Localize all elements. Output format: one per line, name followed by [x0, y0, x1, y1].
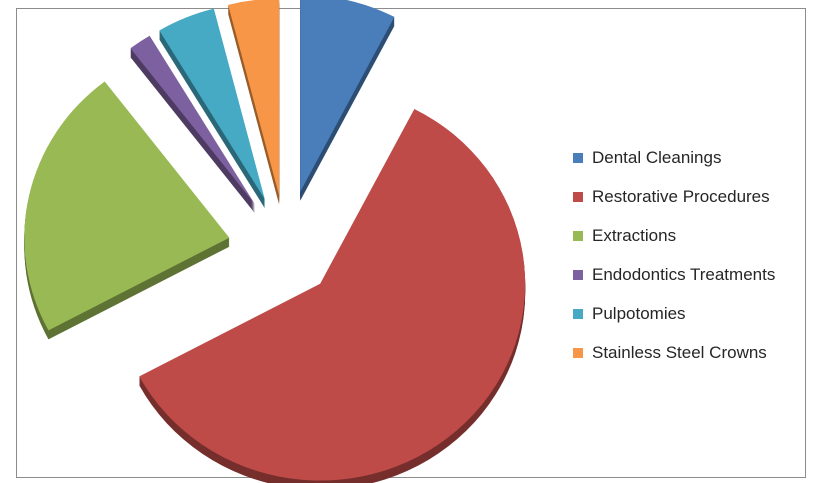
- legend-swatch: [573, 269, 583, 280]
- pie-slice-restorative-procedures: [139, 108, 526, 481]
- legend-label: Stainless Steel Crowns: [592, 342, 767, 362]
- legend-item-restorative-procedures: Restorative Procedures: [573, 177, 775, 216]
- pie-slice-endodontics-treatments: [130, 35, 256, 205]
- legend-label: Endodontics Treatments: [592, 264, 776, 284]
- legend-label: Extractions: [592, 225, 677, 245]
- legend-label: Dental Cleanings: [592, 147, 722, 167]
- pie-slice-pulpotomies: [159, 8, 265, 200]
- legend-swatch: [573, 152, 583, 163]
- pie-slice-stainless-steel-crowns: [228, 0, 280, 196]
- legend-swatch: [573, 347, 583, 358]
- legend-item-endodontics-treatments: Endodontics Treatments: [573, 255, 775, 294]
- legend-item-dental-cleanings: Dental Cleanings: [573, 138, 775, 177]
- legend-swatch: [573, 230, 583, 241]
- pie-slice-extractions: [24, 81, 230, 331]
- legend-item-extractions: Extractions: [573, 216, 775, 255]
- legend-label: Restorative Procedures: [592, 186, 770, 206]
- chart-legend: Dental Cleanings Restorative Procedures …: [573, 138, 775, 372]
- pie-slice-dental-cleanings: [300, 0, 395, 192]
- legend-label: Pulpotomies: [592, 303, 686, 323]
- legend-item-stainless-steel-crowns: Stainless Steel Crowns: [573, 333, 775, 372]
- legend-item-pulpotomies: Pulpotomies: [573, 294, 775, 333]
- legend-swatch: [573, 191, 583, 202]
- legend-swatch: [573, 308, 583, 319]
